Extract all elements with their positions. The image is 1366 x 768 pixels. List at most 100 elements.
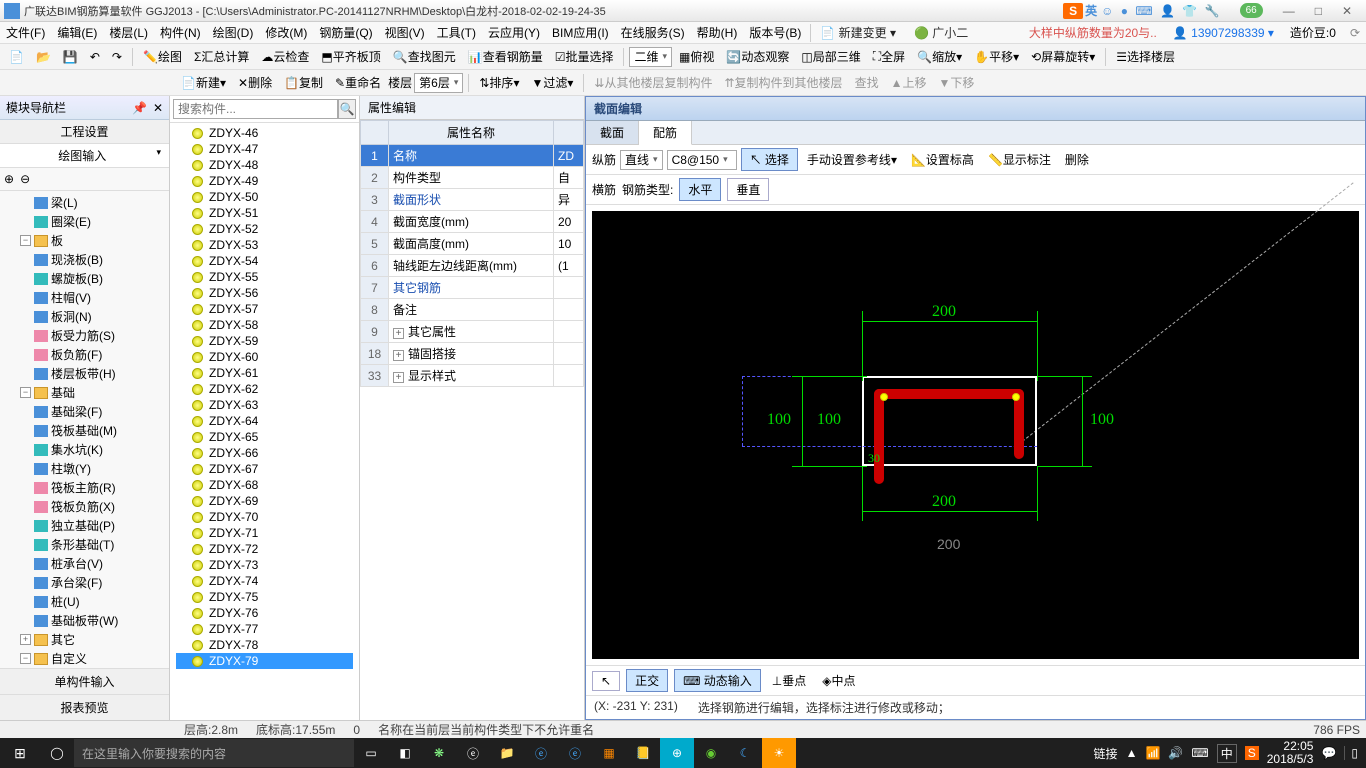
menu-item[interactable]: 编辑(E) <box>51 26 103 40</box>
menu-item[interactable]: 云应用(Y) <box>482 26 546 40</box>
property-row[interactable]: 7其它钢筋 <box>361 277 584 299</box>
rotate-screen-button[interactable]: ⟲ 屏幕旋转 ▾ <box>1026 45 1100 68</box>
property-row[interactable]: 3截面形状异 <box>361 189 584 211</box>
component-item[interactable]: ZDYX-53 <box>176 237 353 253</box>
tree-item[interactable]: −基础 <box>4 383 167 402</box>
nav-tab-draw[interactable]: 绘图输入 ▾ <box>0 144 169 168</box>
menu-item[interactable]: 钢筋量(Q) <box>313 26 378 40</box>
search-button[interactable]: 🔍 <box>338 99 356 119</box>
ime-user-icon[interactable]: 👤 <box>1160 4 1175 18</box>
component-item[interactable]: ZDYX-50 <box>176 189 353 205</box>
menu-item[interactable]: BIM应用(I) <box>546 26 615 40</box>
component-item[interactable]: ZDYX-51 <box>176 205 353 221</box>
nav-tab-project[interactable]: 工程设置 <box>0 120 169 144</box>
dim-top[interactable]: 200 <box>932 303 956 321</box>
move-up-button[interactable]: ▲ 上移 <box>886 71 932 94</box>
copy-to-floor-button[interactable]: ⇈ 复制构件到其他楼层 <box>719 71 847 94</box>
dim-right[interactable]: 100 <box>1090 411 1114 429</box>
menu-item[interactable]: 工具(T) <box>431 26 482 40</box>
menu-item[interactable]: 绘图(D) <box>207 26 260 40</box>
nav-tree[interactable]: 梁(L)圈梁(E)−板现浇板(B)螺旋板(B)柱帽(V)板洞(N)板受力筋(S)… <box>0 191 169 668</box>
component-item[interactable]: ZDYX-48 <box>176 157 353 173</box>
task-view-icon[interactable]: ▭ <box>354 738 388 768</box>
zoom-button[interactable]: 🔍 缩放 ▾ <box>912 45 967 68</box>
find-element-button[interactable]: 🔍 查找图元 <box>388 45 461 68</box>
save-icon[interactable]: 💾 <box>58 47 83 67</box>
menu-item[interactable]: 楼层(L) <box>103 26 154 40</box>
component-item[interactable]: ZDYX-65 <box>176 429 353 445</box>
property-row[interactable]: 1名称ZD <box>361 145 584 167</box>
dim-bottom[interactable]: 200 <box>932 493 956 511</box>
show-desktop[interactable]: ▯ <box>1344 746 1358 760</box>
component-item[interactable]: ZDYX-63 <box>176 397 353 413</box>
ie-icon-2[interactable]: ⓔ <box>558 738 592 768</box>
menu-item[interactable]: 视图(V) <box>379 26 431 40</box>
component-item[interactable]: ZDYX-47 <box>176 141 353 157</box>
keyboard-icon[interactable]: ⌨ <box>1191 746 1208 760</box>
search-input[interactable] <box>173 99 338 119</box>
menu-item[interactable]: 在线服务(S) <box>615 26 691 40</box>
app-icon-5[interactable]: ⊕ <box>660 738 694 768</box>
property-row[interactable]: 33+显示样式 <box>361 365 584 387</box>
filter-button[interactable]: ▼ 过滤 ▾ <box>526 71 578 94</box>
component-item[interactable]: ZDYX-67 <box>176 461 353 477</box>
property-row[interactable]: 9+其它属性 <box>361 321 584 343</box>
rename-button[interactable]: ✎ 重命名 <box>330 71 386 94</box>
vertical-toggle[interactable]: 垂直 <box>727 178 769 201</box>
delete-component-button[interactable]: ✕ 删除 <box>233 71 277 94</box>
component-list[interactable]: ZDYX-46ZDYX-47ZDYX-48ZDYX-49ZDYX-50ZDYX-… <box>170 123 359 720</box>
component-item[interactable]: ZDYX-64 <box>176 413 353 429</box>
tree-item[interactable]: 梁(L) <box>4 193 167 212</box>
tree-item[interactable]: 螺旋板(B) <box>4 269 167 288</box>
section-canvas[interactable]: 200 200 100 100 100 200 <box>590 209 1361 661</box>
component-item[interactable]: ZDYX-55 <box>176 269 353 285</box>
redo-icon[interactable]: ↷ <box>107 47 127 67</box>
component-item[interactable]: ZDYX-54 <box>176 253 353 269</box>
ime-brand-icon[interactable]: S <box>1063 3 1083 19</box>
nav-collapse-icon[interactable]: ⊖ <box>20 172 30 186</box>
elevation-button[interactable]: 📐 设置标高 <box>906 148 979 171</box>
pick-toggle[interactable]: ↖ <box>592 671 620 691</box>
tree-item[interactable]: 基础板带(W) <box>4 611 167 630</box>
menu-item[interactable]: 修改(M) <box>259 26 313 40</box>
mid-snap[interactable]: ◈ 中点 <box>817 669 860 692</box>
property-row[interactable]: 18+锚固搭接 <box>361 343 584 365</box>
horizontal-toggle[interactable]: 水平 <box>679 178 721 201</box>
fullscreen-button[interactable]: ⛶ 全屏 <box>868 45 910 68</box>
component-item[interactable]: ZDYX-79 <box>176 653 353 669</box>
tree-item[interactable]: 桩承台(V) <box>4 554 167 573</box>
network-icon[interactable]: 📶 <box>1145 746 1160 760</box>
tree-item[interactable]: 承台梁(F) <box>4 573 167 592</box>
show-dim-button[interactable]: 📏 显示标注 <box>983 148 1056 171</box>
tree-item[interactable]: 条形基础(T) <box>4 535 167 554</box>
copy-from-floor-button[interactable]: ⇊ 从其他楼层复制构件 <box>589 71 717 94</box>
orbit-button[interactable]: 🔄 动态观察 <box>721 45 794 68</box>
property-row[interactable]: 2构件类型自 <box>361 167 584 189</box>
notifications-icon[interactable]: 💬 <box>1321 746 1336 760</box>
component-item[interactable]: ZDYX-74 <box>176 573 353 589</box>
tree-item[interactable]: 桩(U) <box>4 592 167 611</box>
dim-left[interactable]: 100 <box>817 411 841 429</box>
pin-icon[interactable]: 📌 <box>132 101 147 115</box>
dim-inner[interactable]: 30 <box>868 451 880 466</box>
app-icon-7[interactable]: ☾ <box>728 738 762 768</box>
tab-rebar[interactable]: 配筋 <box>639 121 692 145</box>
app-icon-8[interactable]: ☀ <box>762 738 796 768</box>
property-grid[interactable]: 属性名称 1名称ZD2构件类型自3截面形状异4截面宽度(mm)205截面高度(m… <box>360 120 584 720</box>
minimize-button[interactable]: — <box>1273 4 1305 18</box>
component-item[interactable]: ZDYX-76 <box>176 605 353 621</box>
new-change-button[interactable]: 📄 新建变更 ▾ <box>814 24 902 41</box>
top-view-button[interactable]: ▦ 俯视 <box>674 45 719 68</box>
property-row[interactable]: 8备注 <box>361 299 584 321</box>
app-icon-4[interactable]: 📒 <box>626 738 660 768</box>
component-item[interactable]: ZDYX-59 <box>176 333 353 349</box>
menu-item[interactable]: 构件(N) <box>154 26 207 40</box>
sum-button[interactable]: Σ 汇总计算 <box>189 45 254 68</box>
floor-combo[interactable]: 第6层 <box>414 73 463 93</box>
component-item[interactable]: ZDYX-77 <box>176 621 353 637</box>
ime-mic-icon[interactable]: ● <box>1121 4 1128 18</box>
component-item[interactable]: ZDYX-78 <box>176 637 353 653</box>
ime-smile-icon[interactable]: ☺ <box>1101 4 1113 18</box>
tree-item[interactable]: 圈梁(E) <box>4 212 167 231</box>
volume-icon[interactable]: 🔊 <box>1168 746 1183 760</box>
